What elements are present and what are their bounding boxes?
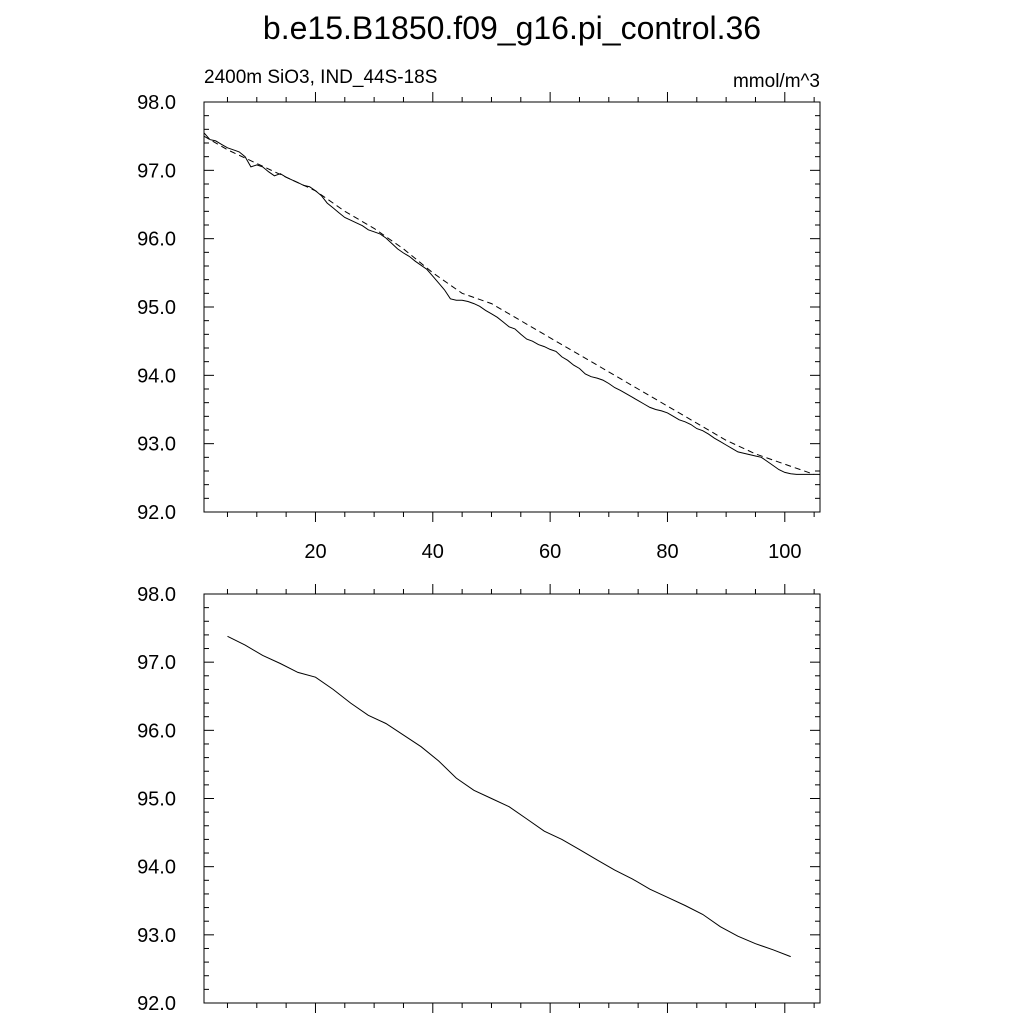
y-tick-label: 92.0 xyxy=(137,502,176,524)
x-tick-label: 100 xyxy=(768,541,801,563)
y-tick-label: 96.0 xyxy=(137,229,176,251)
y-tick-label: 93.0 xyxy=(137,434,176,456)
series-line xyxy=(227,635,791,958)
y-tick-label: 95.0 xyxy=(137,297,176,319)
y-tick-label: 94.0 xyxy=(137,365,176,387)
bottom-panel: 92.0 93.0 94.0 95.0 96.0 97.0 98.0 xyxy=(137,584,821,1015)
plot-frame xyxy=(203,101,821,513)
y-tick-label: 98.0 xyxy=(137,584,176,606)
y-tick-label: 94.0 xyxy=(137,857,176,879)
y-tick-label: 96.0 xyxy=(137,720,176,742)
y-tick-label: 98.0 xyxy=(137,92,176,114)
plot-frame xyxy=(203,593,821,1004)
y-tick-label: 97.0 xyxy=(137,160,176,182)
trend-line xyxy=(203,135,815,475)
x-tick-label: 40 xyxy=(422,541,444,563)
y-tick-label: 92.0 xyxy=(137,993,176,1015)
y-tick-label: 95.0 xyxy=(137,789,176,811)
y-tick-label: 97.0 xyxy=(137,652,176,674)
y-tick-label: 93.0 xyxy=(137,925,176,947)
units-label: mmol/m^3 xyxy=(733,71,820,92)
top-panel: 92.0 93.0 94.0 95.0 96.0 97.0 98.0 20 40 60 80 100 xyxy=(137,92,821,563)
x-tick-label: 20 xyxy=(304,541,326,563)
figure-title: b.e15.B1850.f09_g16.pi_control.36 xyxy=(263,10,761,46)
x-tick-label: 60 xyxy=(539,541,561,563)
x-tick-label: 80 xyxy=(656,541,678,563)
series-line xyxy=(203,132,820,475)
subtitle-left: 2400m SiO3, IND_44S-18S xyxy=(204,67,437,88)
